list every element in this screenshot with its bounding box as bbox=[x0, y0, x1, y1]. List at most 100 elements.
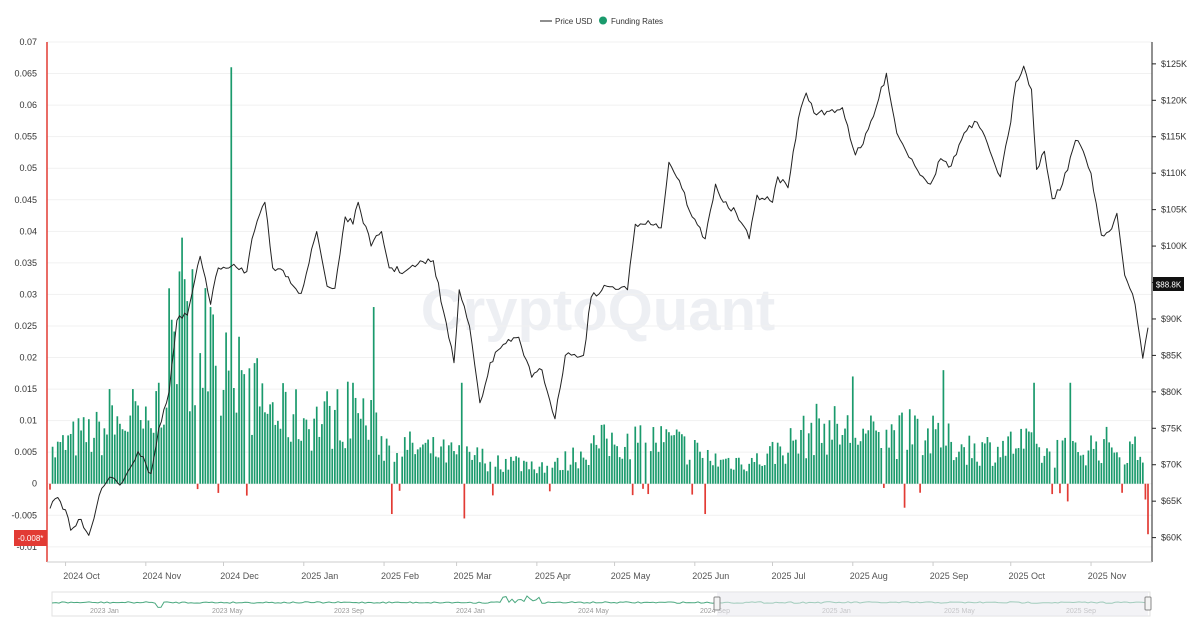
funding-bar bbox=[191, 269, 194, 484]
funding-bar bbox=[504, 458, 507, 484]
funding-bar bbox=[732, 469, 735, 484]
funding-bar bbox=[201, 387, 204, 484]
navigator[interactable]: 2023 Jan 2023 May 2023 Sep 2024 Jan 2024 May… bbox=[51, 591, 1152, 617]
funding-bar bbox=[774, 463, 776, 484]
funding-bar bbox=[447, 445, 450, 484]
funding-bar bbox=[274, 424, 277, 484]
funding-bar bbox=[898, 415, 901, 484]
funding-bar bbox=[95, 411, 98, 484]
funding-bar bbox=[75, 455, 77, 484]
right-tick-label: $100K bbox=[1161, 241, 1187, 251]
funding-bar bbox=[328, 405, 331, 484]
funding-bar bbox=[971, 458, 973, 484]
funding-bar bbox=[481, 448, 484, 484]
funding-bar bbox=[170, 319, 173, 484]
funding-bar bbox=[1136, 460, 1139, 484]
funding-bar bbox=[344, 448, 347, 484]
left-tick-label: 0.045 bbox=[14, 195, 37, 205]
funding-bar bbox=[1105, 426, 1108, 484]
funding-bar bbox=[1025, 428, 1028, 484]
legend-funding-label[interactable]: Funding Rates bbox=[611, 17, 663, 26]
funding-bar bbox=[139, 420, 142, 484]
funding-bar bbox=[851, 376, 854, 484]
funding-bar bbox=[336, 389, 339, 484]
funding-bar bbox=[59, 442, 62, 484]
funding-bar bbox=[302, 418, 305, 484]
funding-bar bbox=[924, 440, 927, 484]
funding-bar bbox=[748, 463, 751, 484]
funding-bar bbox=[450, 442, 453, 484]
funding-bar bbox=[986, 437, 989, 484]
funding-bar bbox=[326, 391, 328, 484]
funding-bar bbox=[688, 459, 691, 484]
funding-bar bbox=[119, 423, 121, 484]
funding-bar bbox=[750, 457, 753, 484]
funding-bar bbox=[416, 449, 419, 484]
funding-bar bbox=[352, 382, 354, 484]
funding-bar bbox=[719, 459, 722, 484]
legend-price-label[interactable]: Price USD bbox=[555, 17, 593, 26]
funding-bar bbox=[207, 391, 209, 484]
funding-bar bbox=[517, 457, 520, 484]
funding-bar bbox=[820, 442, 823, 484]
funding-bar bbox=[831, 439, 833, 484]
funding-bar bbox=[864, 433, 867, 484]
funding-bar bbox=[1064, 437, 1066, 484]
funding-bar bbox=[305, 419, 308, 484]
funding-bar bbox=[248, 368, 251, 484]
funding-bar bbox=[212, 314, 214, 484]
funding-bar bbox=[1087, 450, 1090, 484]
funding-rate-bars bbox=[49, 67, 1149, 535]
funding-bar bbox=[678, 431, 681, 484]
funding-bar bbox=[279, 428, 282, 484]
funding-bar bbox=[564, 451, 567, 484]
funding-bar bbox=[315, 406, 318, 484]
funding-bar bbox=[693, 440, 696, 484]
funding-bar bbox=[927, 428, 929, 484]
left-tick-label: 0.015 bbox=[14, 384, 37, 394]
navigator-right-handle[interactable] bbox=[1144, 596, 1152, 611]
funding-bar bbox=[779, 446, 782, 484]
funding-bar bbox=[1074, 442, 1077, 484]
funding-bar bbox=[458, 445, 461, 484]
funding-bar bbox=[49, 483, 51, 490]
funding-bar bbox=[1108, 442, 1111, 484]
funding-bar bbox=[256, 358, 259, 484]
funding-bar bbox=[551, 467, 554, 484]
funding-bar bbox=[859, 441, 862, 484]
funding-bar bbox=[354, 397, 357, 484]
funding-bar bbox=[85, 442, 88, 484]
funding-bar bbox=[1144, 483, 1147, 500]
funding-bar bbox=[204, 288, 207, 484]
funding-bar bbox=[64, 449, 67, 484]
funding-bar bbox=[491, 483, 494, 496]
funding-bar bbox=[828, 420, 831, 484]
funding-bar bbox=[668, 432, 670, 484]
funding-bar bbox=[507, 469, 510, 484]
funding-bar bbox=[510, 456, 512, 484]
funding-bar bbox=[1079, 455, 1082, 484]
funding-bar bbox=[766, 453, 769, 484]
funding-bar bbox=[554, 461, 556, 484]
funding-bar bbox=[883, 483, 885, 488]
funding-bar bbox=[647, 483, 650, 495]
right-tick-label: $60K bbox=[1161, 533, 1182, 543]
funding-bar bbox=[1103, 439, 1105, 484]
funding-bar bbox=[251, 434, 253, 484]
funding-bar bbox=[1092, 448, 1095, 484]
funding-bar bbox=[805, 458, 808, 484]
right-tick-label: $120K bbox=[1161, 95, 1187, 105]
funding-bar bbox=[147, 420, 150, 484]
funding-bar bbox=[1051, 483, 1054, 495]
left-tick-label: 0.065 bbox=[14, 69, 37, 79]
navigator-selection[interactable] bbox=[717, 592, 1148, 616]
funding-bar bbox=[939, 447, 942, 484]
funding-bar bbox=[854, 437, 857, 484]
funding-bar bbox=[323, 401, 326, 484]
funding-bar bbox=[849, 442, 852, 484]
navigator-left-handle[interactable] bbox=[713, 596, 721, 611]
right-tick-label: $105K bbox=[1161, 205, 1187, 215]
right-tick-label: $70K bbox=[1161, 460, 1182, 470]
funding-bar bbox=[445, 462, 448, 484]
funding-bar bbox=[383, 460, 385, 484]
